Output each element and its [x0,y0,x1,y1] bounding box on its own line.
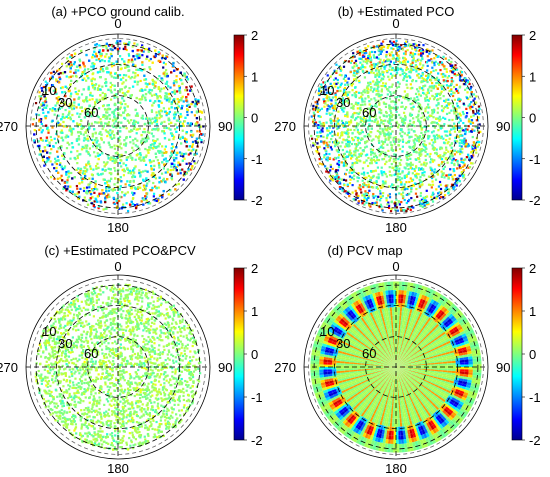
panel-c-colorbar-tick: 1 [251,304,258,319]
panel-d-colorbar-tick: -2 [529,433,541,448]
panel-c-colorbar: 2 1 0 -1 -2 [233,261,263,448]
panel-c-az-tick-90: 90 [218,360,232,375]
panel-c: (c) +Estimated PCO&PCV 0 90 180 270 10 3… [0,243,263,476]
panel-d-colorbar-tick: 0 [529,347,536,362]
panel-b-colorbar-tick: -1 [529,152,541,167]
panel-d-colorbar-tick: 2 [529,261,536,276]
panel-b-colorbar-tick: 0 [529,111,536,126]
panel-a-colorbar-tick: -2 [251,193,263,208]
panel-b-colorbar-gradient [511,34,523,201]
panel-c-colorbar-tick: -2 [251,433,263,448]
panel-b-colorbar-tick: -2 [529,193,541,208]
panel-b-el-tick-30: 30 [336,95,350,110]
panel-a-colorbar: 2 1 0 -1 -2 [233,28,263,208]
panel-b-colorbar: 2 1 0 -1 -2 [511,28,541,208]
panel-a-el-tick-10: 10 [42,83,56,98]
panel-b-skyplot [303,33,489,219]
panel-c-colorbar-tick: 2 [251,261,258,276]
panel-b-title: (b) +Estimated PCO [338,4,455,19]
panel-b-az-tick-180: 180 [385,220,407,235]
panel-d-colorbar-gradient [511,267,523,441]
panel-a-title: (a) +PCO ground calib. [51,4,184,19]
panel-c-az-tick-180: 180 [107,461,129,476]
panel-c-el-tick-60: 60 [84,346,98,361]
panel-b-az-tick-90: 90 [496,119,510,134]
panel-a-residual-dots [31,39,205,213]
panel-b-colorbar-tick: 1 [529,69,536,84]
panel-a-colorbar-tick: 1 [251,69,258,84]
panel-d-az-tick-90: 90 [496,360,510,375]
panel-c-colorbar-tick: -1 [251,390,263,405]
panel-b-el-tick-60: 60 [362,105,376,120]
panel-d-az-tick-270: 270 [274,360,296,375]
panel-b-az-tick-0: 0 [392,16,399,31]
panel-d-colorbar: 2 1 0 -1 -2 [511,261,541,448]
panel-d-skyplot [303,274,489,460]
panel-c-residual-dots [34,283,202,451]
panel-a-az-tick-90: 90 [218,119,232,134]
panel-c-title: (c) +Estimated PCO&PCV [44,243,196,258]
panel-b-residual-dots [310,39,482,213]
panel-c-skyplot [25,274,211,460]
panel-d-residual-dots [310,281,482,453]
panel-c-el-tick-10: 10 [42,324,56,339]
panel-d-grid [304,275,488,459]
panel-c-colorbar-tick: 0 [251,347,258,362]
panel-c-colorbar-gradient [233,267,245,441]
panel-a-colorbar-tick: 2 [251,28,258,43]
panel-d-az-tick-180: 180 [385,461,407,476]
panel-a-el-tick-30: 30 [58,95,72,110]
panel-d-el-tick-60: 60 [362,346,376,361]
panel-a-colorbar-gradient [233,34,245,201]
panel-c-grid [26,275,210,459]
panel-b-el-tick-10: 10 [320,83,334,98]
panel-a-colorbar-tick: 0 [251,111,258,126]
panel-b-grid [304,34,488,218]
panel-d: (d) PCV map 0 90 180 270 10 30 60 210-1-… [274,243,540,476]
panel-c-az-tick-270: 270 [0,360,18,375]
panel-c-el-tick-30: 30 [58,336,72,351]
panel-c-az-tick-0: 0 [114,259,121,274]
panel-d-colorbar-tick: 1 [529,304,536,319]
panel-d-el-tick-30: 30 [336,336,350,351]
panel-b: (b) +Estimated PCO 0 90 180 270 10 30 60… [274,4,540,235]
panel-d-colorbar-tick: -1 [529,390,541,405]
panel-d-title: (d) PCV map [327,243,402,258]
panel-b-colorbar-tick: 2 [529,28,536,43]
panel-a: (a) +PCO ground calib. 0 90 180 270 10 3… [0,4,263,235]
panel-d-az-tick-0: 0 [392,259,399,274]
panel-a-az-tick-0: 0 [114,16,121,31]
panel-a-skyplot [25,33,211,219]
panel-d-el-tick-10: 10 [320,324,334,339]
panel-a-az-tick-270: 270 [0,119,18,134]
panel-b-az-tick-270: 270 [274,119,296,134]
panel-a-grid [26,34,210,218]
panel-a-el-tick-60: 60 [84,105,98,120]
panel-a-colorbar-tick: -1 [251,152,263,167]
panel-a-az-tick-180: 180 [107,220,129,235]
